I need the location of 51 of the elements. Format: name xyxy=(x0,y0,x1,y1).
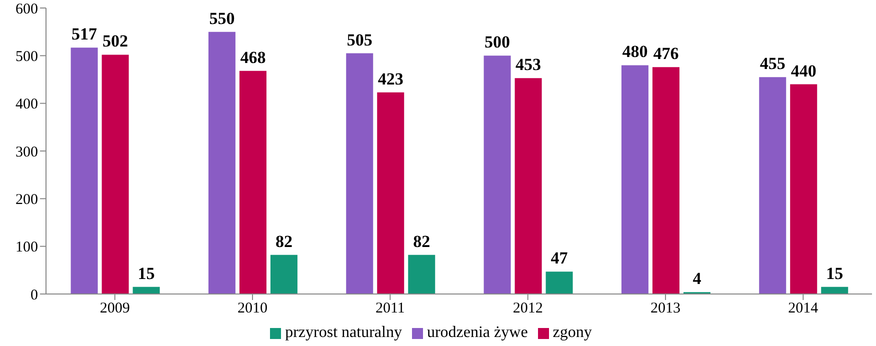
x-tick-label: 2012 xyxy=(512,300,543,317)
x-tick-label: 2013 xyxy=(650,300,680,317)
y-tick-label: 600 xyxy=(16,1,38,18)
data-label: 550 xyxy=(209,8,235,28)
bar xyxy=(790,84,818,294)
x-tick-label: 2011 xyxy=(375,300,405,317)
bar xyxy=(132,286,160,294)
y-tick-label: 200 xyxy=(16,192,38,208)
data-label: 15 xyxy=(826,264,844,283)
x-tick-label: 2010 xyxy=(238,300,268,317)
x-tick-label: 2014 xyxy=(788,300,819,317)
bar xyxy=(546,272,573,294)
bar xyxy=(821,286,848,294)
bar xyxy=(377,92,404,294)
bar xyxy=(621,65,648,294)
legend-label: urodzenia żywe xyxy=(426,324,528,341)
data-label: 82 xyxy=(275,232,292,251)
bar xyxy=(514,78,542,294)
bar xyxy=(759,77,786,294)
bar xyxy=(484,56,511,294)
data-label: 82 xyxy=(413,232,430,251)
data-label: 502 xyxy=(102,32,128,51)
y-tick-label: 500 xyxy=(16,48,38,65)
data-label: 453 xyxy=(516,55,542,74)
bar xyxy=(652,67,680,294)
data-label: 47 xyxy=(550,248,568,268)
y-tick-label: 300 xyxy=(16,144,38,160)
data-label: 455 xyxy=(760,54,786,74)
data-label: 440 xyxy=(790,61,816,80)
legend-label: przyrost naturalny xyxy=(285,324,402,341)
y-tick-label: 0 xyxy=(30,287,38,304)
data-label: 505 xyxy=(346,30,372,50)
data-label: 423 xyxy=(378,69,404,88)
bar xyxy=(346,53,374,294)
bar xyxy=(102,54,129,294)
data-label: 500 xyxy=(484,32,510,52)
data-label: 480 xyxy=(622,42,648,62)
data-label: 4 xyxy=(692,269,702,288)
bar xyxy=(239,70,266,294)
data-label: 476 xyxy=(653,44,679,64)
bar xyxy=(70,48,98,294)
legend-label: zgony xyxy=(552,324,592,341)
data-label: 468 xyxy=(240,48,266,67)
data-label: 517 xyxy=(72,24,98,44)
y-tick-label: 100 xyxy=(16,240,38,256)
bar xyxy=(408,254,436,294)
x-tick-label: 2009 xyxy=(100,300,130,317)
bar xyxy=(208,32,236,294)
y-tick-label: 400 xyxy=(16,96,38,113)
data-label: 15 xyxy=(138,264,155,283)
bar xyxy=(270,254,298,294)
